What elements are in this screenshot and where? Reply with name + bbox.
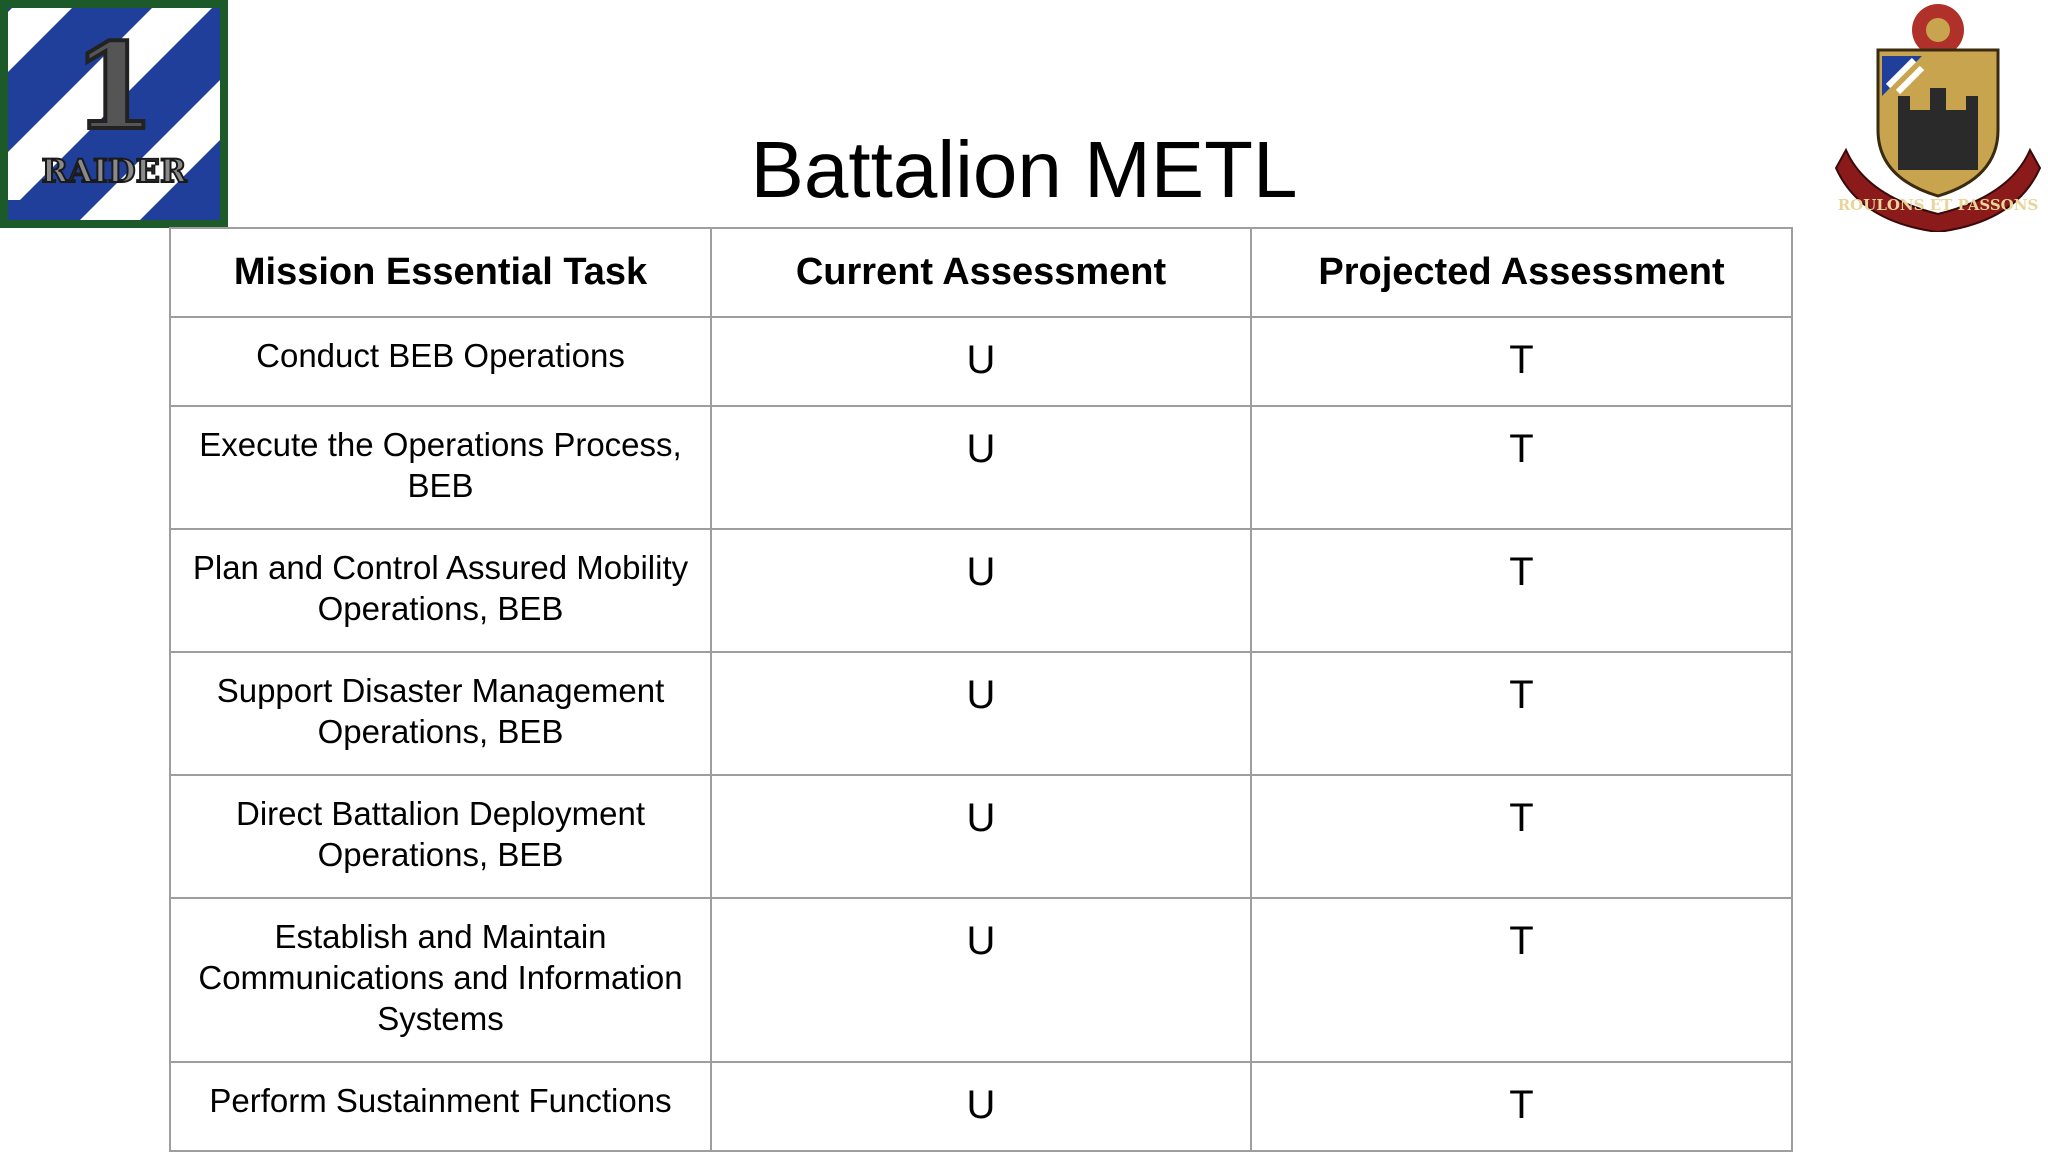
table-row: Conduct BEB Operations U T (169, 316, 1793, 407)
projected-assessment-cell: T (1250, 651, 1793, 776)
projected-assessment-cell: T (1250, 405, 1793, 530)
table-row: Support Disaster Management Operations, … (169, 651, 1793, 776)
crest-motto: ROULONS ET PASSONS (1838, 196, 2039, 214)
slide-title: Battalion METL (750, 125, 1298, 214)
task-cell: Direct Battalion Deployment Operations, … (169, 774, 712, 899)
current-assessment-cell: U (710, 651, 1252, 776)
header-projected-assessment: Projected Assessment (1250, 227, 1793, 318)
table-header-row: Mission Essential Task Current Assessmen… (169, 227, 1793, 318)
raider-logo: 1 RAIDER (0, 0, 228, 228)
projected-assessment-cell: T (1250, 316, 1793, 407)
task-cell: Perform Sustainment Functions (169, 1061, 712, 1152)
current-assessment-cell: U (710, 1061, 1252, 1152)
projected-assessment-cell: T (1250, 774, 1793, 899)
current-assessment-cell: U (710, 774, 1252, 899)
current-assessment-cell: U (710, 897, 1252, 1063)
table-row: Plan and Control Assured Mobility Operat… (169, 528, 1793, 653)
task-cell: Establish and Maintain Communications an… (169, 897, 712, 1063)
logo-raider-text: RAIDER (41, 152, 187, 190)
task-cell: Conduct BEB Operations (169, 316, 712, 407)
current-assessment-cell: U (710, 405, 1252, 530)
metl-table: Mission Essential Task Current Assessmen… (169, 227, 1793, 1152)
table-row: Perform Sustainment Functions U T (169, 1061, 1793, 1152)
table-row: Direct Battalion Deployment Operations, … (169, 774, 1793, 899)
projected-assessment-cell: T (1250, 528, 1793, 653)
header-mission-essential-task: Mission Essential Task (169, 227, 712, 318)
header-current-assessment: Current Assessment (710, 227, 1252, 318)
task-cell: Plan and Control Assured Mobility Operat… (169, 528, 712, 653)
current-assessment-cell: U (710, 528, 1252, 653)
current-assessment-cell: U (710, 316, 1252, 407)
table-row: Establish and Maintain Communications an… (169, 897, 1793, 1063)
task-cell: Support Disaster Management Operations, … (169, 651, 712, 776)
regimental-crest: ROULONS ET PASSONS (1834, 4, 2042, 232)
projected-assessment-cell: T (1250, 1061, 1793, 1152)
table-row: Execute the Operations Process, BEB U T (169, 405, 1793, 530)
projected-assessment-cell: T (1250, 897, 1793, 1063)
logo-numeral: 1 (73, 17, 155, 156)
task-cell: Execute the Operations Process, BEB (169, 405, 712, 530)
